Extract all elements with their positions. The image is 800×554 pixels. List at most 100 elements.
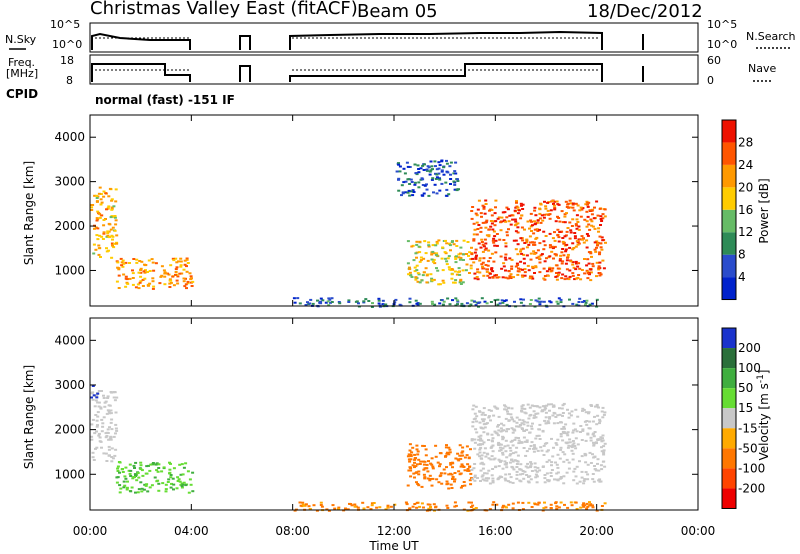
- scatter-cell: [476, 208, 480, 211]
- scatter-cell: [446, 482, 450, 485]
- scatter-cell: [453, 188, 457, 191]
- colorbar-tick-label: 15: [738, 401, 753, 415]
- scatter-cell: [431, 467, 435, 470]
- scatter-cell: [181, 473, 185, 476]
- scatter-cell: [493, 405, 497, 408]
- scatter-cell: [586, 215, 590, 218]
- scatter-cell: [585, 246, 589, 249]
- scatter-cell: [575, 465, 579, 468]
- scatter-cell: [596, 438, 600, 441]
- scatter-cell: [589, 271, 593, 274]
- scatter-cell: [494, 220, 498, 223]
- scatter-cell: [135, 479, 139, 482]
- scatter-cell: [472, 467, 476, 470]
- scatter-cell: [180, 272, 184, 275]
- scatter-cell: [179, 260, 183, 263]
- scatter-cell: [110, 234, 114, 237]
- scatter-cell: [558, 477, 562, 480]
- scatter-cell: [90, 206, 94, 209]
- scatter-cell: [575, 218, 579, 221]
- scatter-cell: [148, 469, 152, 472]
- scatter-cell: [537, 428, 541, 431]
- scatter-cell: [111, 238, 114, 241]
- scatter-cell: [584, 301, 588, 304]
- scatter-cell: [113, 215, 117, 217]
- scatter-cell: [543, 408, 547, 411]
- scatter-cell: [523, 262, 526, 265]
- scatter-cell: [480, 413, 484, 416]
- scatter-cell: [534, 265, 538, 268]
- scatter-cell: [337, 508, 340, 510]
- scatter-cell: [546, 274, 550, 277]
- scatter-cell: [120, 264, 124, 267]
- scatter-cell: [515, 463, 519, 465]
- scatter-cell: [480, 475, 484, 478]
- scatter-cell: [169, 476, 173, 479]
- scatter-cell: [561, 451, 565, 454]
- scatter-cell: [182, 277, 186, 280]
- scatter-cell: [529, 225, 533, 228]
- scatter-cell: [183, 285, 187, 288]
- scatter-cell: [455, 245, 459, 247]
- scatter-cell: [423, 476, 427, 479]
- scatter-cell: [469, 258, 473, 261]
- scatter-cell: [448, 244, 452, 247]
- scatter-cell: [444, 257, 448, 260]
- scatter-cell: [397, 163, 401, 166]
- scatter-cell: [544, 506, 548, 509]
- scatter-cell: [516, 231, 520, 234]
- scatter-cell: [121, 259, 125, 262]
- scatter-cell: [511, 428, 515, 431]
- scatter-cell: [502, 265, 506, 268]
- scatter-cell: [157, 482, 161, 485]
- scatter-cell: [598, 274, 602, 277]
- scatter-cell: [452, 243, 456, 246]
- scatter-cell: [602, 451, 606, 454]
- scatter-cell: [500, 267, 504, 270]
- scatter-cell: [436, 269, 440, 272]
- scatter-cell: [523, 274, 527, 277]
- scatter-cell: [431, 260, 435, 263]
- scatter-cell: [400, 184, 404, 187]
- scatter-cell: [488, 482, 492, 485]
- scatter-cell: [415, 243, 419, 246]
- scatter-cell: [509, 223, 513, 226]
- scatter-cell: [535, 434, 539, 437]
- scatter-cell: [554, 275, 558, 278]
- scatter-cell: [542, 277, 546, 280]
- scatter-cell: [482, 441, 486, 444]
- scatter-cell: [487, 439, 490, 441]
- time-axis-label: Time UT: [368, 539, 419, 553]
- scatter-cell: [109, 412, 113, 415]
- power-colorbar-label: Power [dB]: [757, 178, 771, 243]
- range-tick-label: 2000: [54, 219, 85, 233]
- scatter-cell: [528, 447, 532, 450]
- scatter-cell: [177, 478, 181, 481]
- scatter-cell: [96, 238, 100, 241]
- scatter-cell: [467, 456, 471, 459]
- scatter-cell: [172, 467, 176, 470]
- scatter-cell: [95, 425, 99, 428]
- scatter-cell: [548, 244, 552, 247]
- scatter-cell: [472, 261, 476, 264]
- scatter-cell: [459, 457, 463, 460]
- scatter-cell: [546, 449, 550, 452]
- scatter-cell: [104, 400, 108, 403]
- scatter-cell: [434, 178, 438, 180]
- scatter-cell: [404, 180, 408, 183]
- scatter-cell: [571, 248, 575, 251]
- scatter-cell: [414, 299, 418, 302]
- scatter-cell: [585, 269, 589, 272]
- scatter-cell: [492, 237, 496, 240]
- scatter-cell: [592, 432, 596, 435]
- scatter-cell: [105, 250, 109, 253]
- scatter-cell: [522, 257, 526, 260]
- scatter-cell: [518, 209, 521, 212]
- scatter-cell: [530, 230, 533, 232]
- scatter-cell: [589, 462, 593, 464]
- colorbar-segment: [722, 468, 736, 489]
- scatter-cell: [497, 424, 500, 426]
- scatter-cell: [114, 188, 118, 191]
- scatter-cell: [538, 228, 541, 231]
- scatter-cell: [121, 265, 125, 268]
